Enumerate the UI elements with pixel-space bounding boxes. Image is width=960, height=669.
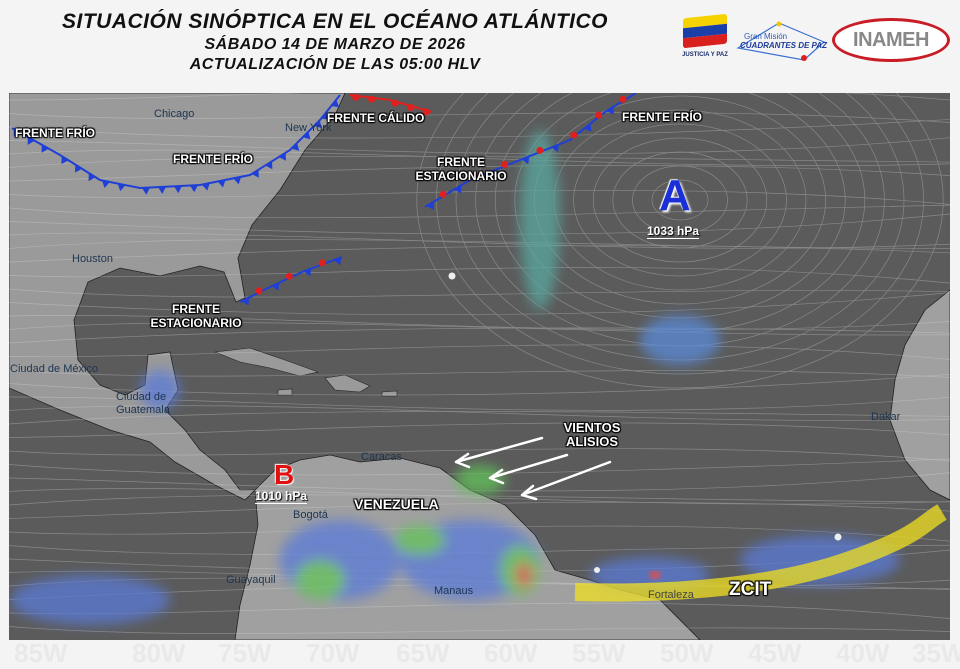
- stationary-front-label: FRENTE ESTACIONARIO: [415, 155, 507, 183]
- itcz-label: ZCIT: [729, 579, 772, 600]
- marker-dot: [448, 272, 456, 280]
- low-pressure-letter: B: [274, 459, 295, 490]
- cuadrantes-de-paz-logo: Gran Misión CUADRANTES DE PAZ: [734, 20, 829, 66]
- map-date: SÁBADO 14 DE MARZO DE 2026: [204, 36, 466, 53]
- city-label: Caracas: [361, 451, 402, 463]
- trade-wind-arrow: [520, 460, 612, 501]
- map-update-time: ACTUALIZACIÓN DE LAS 05:00 HLV: [189, 56, 481, 73]
- north-america-land: [9, 93, 346, 501]
- trade-wind-arrow: [454, 436, 544, 469]
- warm-front: [349, 93, 433, 116]
- cold-front-label: FRENTE FRÍO: [15, 126, 95, 140]
- justicia-y-paz-logo: JUSTICIA Y PAZ: [680, 13, 730, 58]
- puerto-rico-land: [381, 390, 398, 397]
- warm-front-label: FRENTE CÁLIDO: [327, 111, 425, 125]
- cold-front-label: FRENTE FRÍO: [622, 110, 702, 124]
- map-title: SITUACIÓN SINÓPTICA EN EL OCÉANO ATLÁNTI…: [61, 10, 608, 33]
- logos: JUSTICIA Y PAZ Gran Misión CUADRANTES DE…: [676, 13, 956, 74]
- itcz-band: [574, 504, 947, 602]
- stationary-front: [424, 93, 637, 210]
- city-label: Chicago: [154, 108, 195, 120]
- high-pressure-letter: A: [659, 171, 691, 220]
- precipitation-overlay: [10, 130, 900, 625]
- city-label: Ciudad de Guatemala: [116, 391, 170, 416]
- marker-dot: [594, 567, 600, 573]
- city-label: Dakar: [871, 411, 901, 423]
- stationary-front-label: FRENTE ESTACIONARIO: [150, 302, 242, 330]
- trade-wind-arrow: [488, 453, 569, 485]
- cuba-land: [214, 347, 320, 377]
- city-label: Ciudad de México: [10, 363, 99, 375]
- high-pressure-value: 1033 hPa: [647, 224, 700, 239]
- low-pressure-value: 1010 hPa: [255, 489, 308, 504]
- city-label: New York: [285, 122, 332, 134]
- jamaica-land: [277, 388, 293, 396]
- trade-wind-arrows: [454, 436, 612, 501]
- city-label: Fortaleza: [648, 589, 694, 601]
- header: SITUACIÓN SINÓPTICA EN EL OCÉANO ATLÁNTI…: [0, 10, 670, 74]
- trade-winds-label: VIENTOS ALISIOS: [563, 420, 621, 449]
- stationary-front: [239, 256, 343, 306]
- city-label: Bogotá: [293, 509, 328, 521]
- cold-front: [11, 94, 341, 195]
- venezuela-label: VENEZUELA: [354, 496, 439, 512]
- city-label: Guayaquil: [226, 574, 276, 586]
- city-label: Manaus: [434, 585, 474, 597]
- city-label: Houston: [72, 253, 113, 265]
- inameh-logo: INAMEH: [832, 18, 950, 62]
- hispaniola-land: [324, 374, 371, 393]
- venezuela-flag-icon: [683, 13, 727, 49]
- cold-front-label: FRENTE FRÍO: [173, 152, 253, 166]
- marker-dot: [834, 533, 842, 541]
- africa-land: [889, 289, 950, 501]
- synoptic-map: Chicago New York Houston Ciudad de Méxic…: [9, 93, 950, 640]
